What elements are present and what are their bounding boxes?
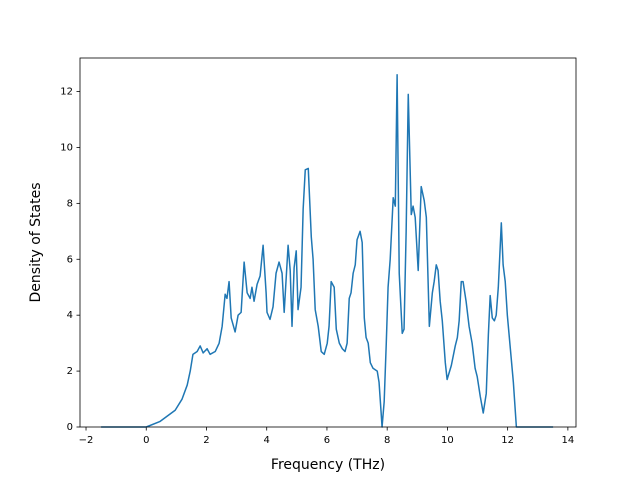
x-tick-label: 2 — [203, 435, 209, 446]
y-tick-label: 0 — [67, 422, 73, 433]
y-tick-label: 8 — [67, 198, 73, 209]
y-tick-label: 4 — [67, 310, 73, 321]
x-tick-label: 6 — [324, 435, 330, 446]
x-tick-label: 8 — [384, 435, 390, 446]
x-axis-label: Frequency (THz) — [271, 457, 385, 473]
x-tick-label: 12 — [501, 435, 514, 446]
x-tick-label: 0 — [143, 435, 149, 446]
x-tick-label: 4 — [264, 435, 270, 446]
y-tick-label: 12 — [60, 87, 73, 98]
axes-frame — [79, 57, 577, 428]
y-tick-label: 10 — [60, 142, 73, 153]
y-axis-label: Density of States — [28, 183, 44, 303]
x-tick-label: −2 — [79, 435, 94, 446]
x-tick-label: 10 — [441, 435, 454, 446]
x-tick-label: 14 — [562, 435, 575, 446]
y-tick-label: 6 — [67, 254, 73, 265]
dos-line — [101, 74, 554, 428]
y-tick-label: 2 — [67, 366, 73, 377]
